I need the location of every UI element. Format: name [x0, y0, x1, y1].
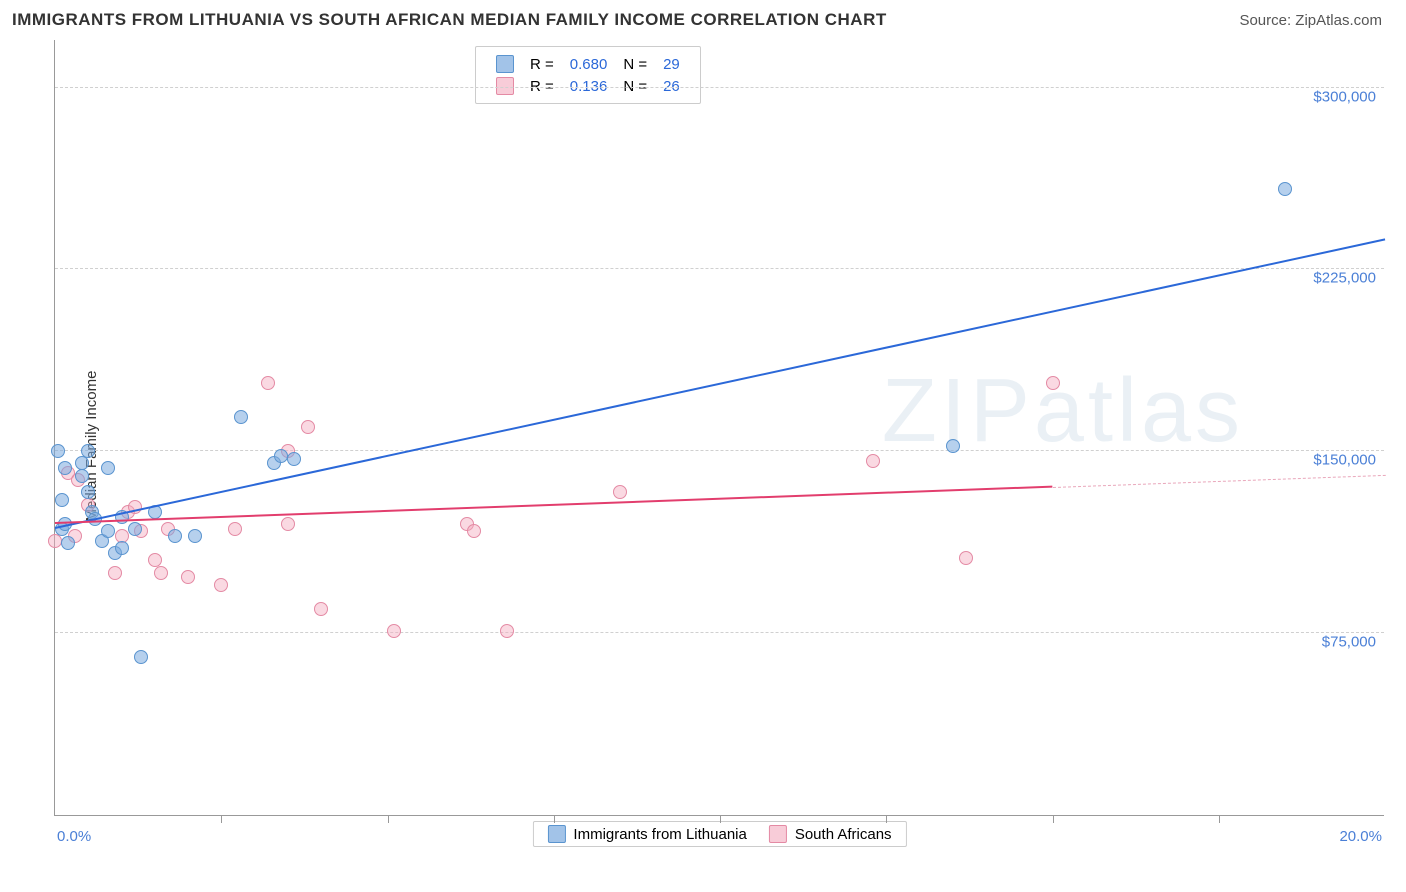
data-point-pink: [214, 578, 228, 592]
data-point-blue: [134, 650, 148, 664]
x-tick: [886, 815, 887, 823]
data-point-blue: [81, 444, 95, 458]
legend-swatch-blue: [496, 55, 514, 73]
data-point-pink: [108, 566, 122, 580]
trend-line-pink: [55, 486, 1053, 524]
trend-line-blue: [55, 238, 1385, 529]
data-point-pink: [387, 624, 401, 638]
chart-container: Median Family Income ZIPatlas R =0.680N …: [10, 36, 1396, 856]
data-point-blue: [188, 529, 202, 543]
y-tick-label: $75,000: [1322, 634, 1376, 651]
data-point-blue: [55, 493, 69, 507]
data-point-blue: [81, 485, 95, 499]
legend-row: R =0.680N =29: [488, 53, 688, 75]
x-tick: [1053, 815, 1054, 823]
gridline: [55, 632, 1384, 633]
legend-r-label: R =: [522, 53, 562, 75]
legend-n-label: N =: [615, 53, 655, 75]
data-point-blue: [234, 410, 248, 424]
data-point-pink: [1046, 376, 1060, 390]
data-point-pink: [959, 551, 973, 565]
y-tick-label: $300,000: [1313, 88, 1376, 105]
data-point-blue: [101, 461, 115, 475]
y-tick-label: $225,000: [1313, 270, 1376, 287]
data-point-blue: [946, 439, 960, 453]
correlation-legend: R =0.680N =29R =0.136N =26: [475, 46, 701, 104]
data-point-pink: [314, 602, 328, 616]
data-point-pink: [154, 566, 168, 580]
plot-area: ZIPatlas R =0.680N =29R =0.136N =26 Immi…: [54, 40, 1384, 816]
source-label: Source: ZipAtlas.com: [1239, 12, 1382, 29]
legend-label: Immigrants from Lithuania: [573, 826, 746, 843]
watermark: ZIPatlas: [882, 360, 1244, 463]
legend-swatch-blue: [547, 825, 565, 843]
x-axis-label: 20.0%: [1339, 828, 1382, 845]
data-point-blue: [274, 449, 288, 463]
legend-swatch-pink: [769, 825, 787, 843]
data-point-blue: [287, 452, 301, 466]
data-point-pink: [500, 624, 514, 638]
gridline: [55, 450, 1384, 451]
data-point-blue: [61, 536, 75, 550]
gridline: [55, 87, 1384, 88]
data-point-blue: [168, 529, 182, 543]
data-point-blue: [75, 469, 89, 483]
gridline: [55, 268, 1384, 269]
data-point-pink: [48, 534, 62, 548]
data-point-pink: [261, 376, 275, 390]
x-tick: [554, 815, 555, 823]
x-axis-label: 0.0%: [57, 828, 91, 845]
data-point-pink: [228, 522, 242, 536]
legend-n-value: 29: [655, 53, 688, 75]
data-point-blue: [58, 461, 72, 475]
data-point-blue: [115, 541, 129, 555]
legend-item: South Africans: [769, 825, 892, 843]
data-point-pink: [866, 454, 880, 468]
data-point-pink: [281, 517, 295, 531]
x-tick: [720, 815, 721, 823]
data-point-blue: [1278, 182, 1292, 196]
chart-title: IMMIGRANTS FROM LITHUANIA VS SOUTH AFRIC…: [12, 10, 887, 30]
data-point-blue: [128, 522, 142, 536]
data-point-pink: [181, 570, 195, 584]
data-point-blue: [51, 444, 65, 458]
x-tick: [1219, 815, 1220, 823]
trend-line-pink-dashed: [1052, 475, 1385, 488]
data-point-blue: [101, 524, 115, 538]
legend-item: Immigrants from Lithuania: [547, 825, 746, 843]
data-point-pink: [613, 485, 627, 499]
legend-label: South Africans: [795, 826, 892, 843]
x-tick: [388, 815, 389, 823]
legend-r-value: 0.680: [562, 53, 616, 75]
data-point-blue: [75, 456, 89, 470]
header: IMMIGRANTS FROM LITHUANIA VS SOUTH AFRIC…: [0, 0, 1406, 36]
y-tick-label: $150,000: [1313, 452, 1376, 469]
data-point-pink: [301, 420, 315, 434]
series-legend: Immigrants from Lithuania South Africans: [532, 821, 906, 847]
x-tick: [221, 815, 222, 823]
data-point-pink: [467, 524, 481, 538]
